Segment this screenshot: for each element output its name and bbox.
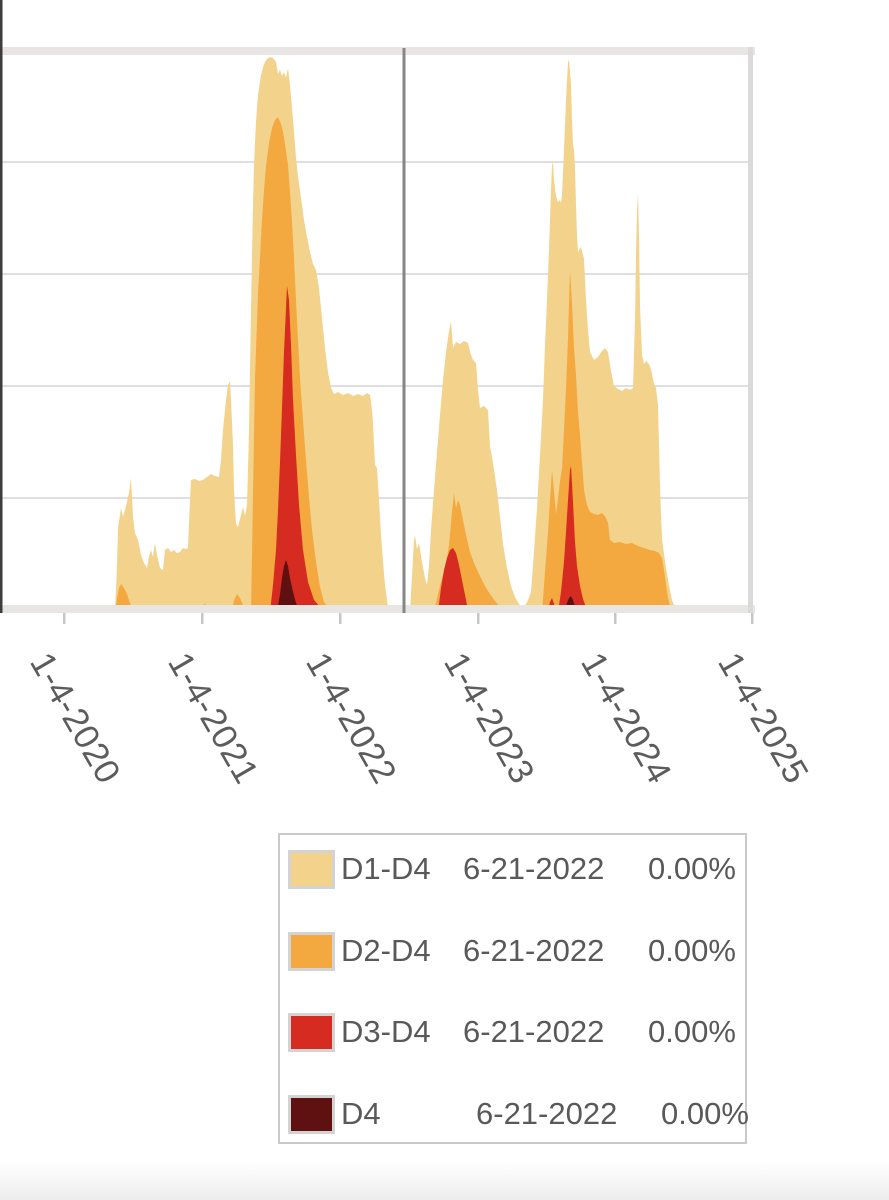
- legend-date: 6-21-2022: [463, 933, 605, 968]
- legend-value: 0.00%: [648, 851, 736, 886]
- legend-value: 0.00%: [648, 933, 736, 968]
- chart-legend: D1-D4 6-21-2022 0.00% D2-D4 6-21-2022 0.…: [278, 833, 749, 1144]
- legend-item-d3-d4: D3-D4 6-21-2022 0.00%: [288, 1011, 736, 1053]
- legend-series-label: D3-D4: [341, 1014, 431, 1049]
- x-axis-label-1-4-2023: 1-4-2023: [436, 646, 543, 791]
- legend-series-label: D1-D4: [341, 851, 431, 886]
- gridline: [0, 161, 748, 163]
- legend-value: 0.00%: [648, 1014, 736, 1049]
- x-axis-label-1-4-2020: 1-4-2020: [22, 646, 129, 791]
- plot-border-bottom: [0, 605, 755, 613]
- x-axis-label-1-4-2021: 1-4-2021: [160, 646, 267, 791]
- x-axis-tick: [477, 613, 480, 624]
- legend-swatch-d4: [288, 1094, 335, 1134]
- legend-series-label: D4: [341, 1096, 381, 1131]
- gridline: [0, 385, 748, 387]
- legend-series-label: D2-D4: [341, 933, 431, 968]
- plot-border-right: [748, 47, 753, 613]
- x-axis-label-1-4-2024: 1-4-2024: [573, 646, 680, 791]
- gridline: [0, 273, 748, 275]
- area-d3-d4: [270, 286, 328, 612]
- legend-date: 6-21-2022: [476, 1096, 618, 1131]
- legend-swatch-d2-d4: [288, 931, 335, 971]
- area-d4: [277, 560, 302, 612]
- legend-swatch-d1-d4: [288, 849, 335, 889]
- area-d1-d4: [115, 57, 389, 612]
- left-edge-line: [0, 0, 3, 613]
- legend-date: 6-21-2022: [463, 1014, 605, 1049]
- area-d1-d4: [410, 60, 677, 612]
- page-bottom-fade: [0, 1162, 889, 1200]
- x-axis-tick: [339, 613, 342, 624]
- legend-item-d1-d4: D1-D4 6-21-2022 0.00%: [288, 848, 736, 890]
- x-axis-tick: [751, 613, 754, 624]
- legend-item-d4: D4 6-21-2022 0.00%: [288, 1093, 749, 1135]
- x-axis-label-1-4-2025: 1-4-2025: [710, 646, 817, 791]
- x-axis-tick: [614, 613, 617, 624]
- x-axis-label-1-4-2022: 1-4-2022: [298, 646, 405, 791]
- legend-value: 0.00%: [661, 1096, 749, 1131]
- plot-area: [0, 0, 755, 624]
- legend-item-d2-d4: D2-D4 6-21-2022 0.00%: [288, 930, 736, 972]
- legend-swatch-d3-d4: [288, 1012, 335, 1052]
- legend-date: 6-21-2022: [463, 851, 605, 886]
- plot-border-top: [0, 47, 755, 55]
- x-axis-tick: [63, 613, 66, 624]
- area-d3-d4: [438, 548, 469, 612]
- area-d2-d4: [542, 270, 672, 612]
- area-d3-d4: [558, 466, 589, 612]
- x-axis-tick: [201, 613, 204, 624]
- current-date-marker-line: [402, 48, 406, 613]
